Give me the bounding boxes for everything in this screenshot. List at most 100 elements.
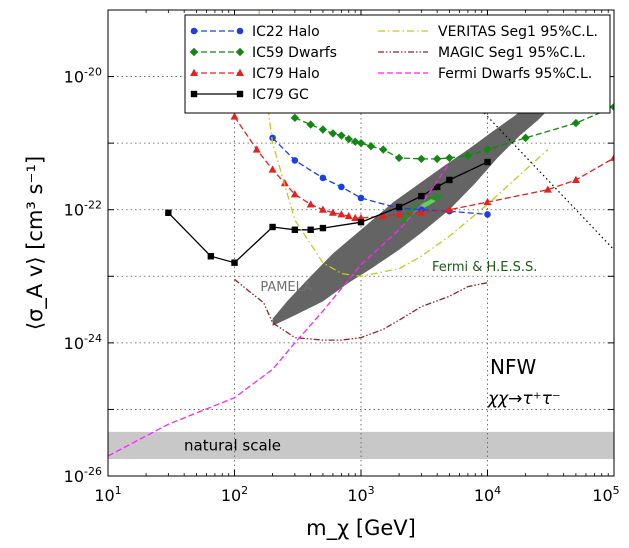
data-point bbox=[344, 134, 353, 144]
data-point bbox=[395, 210, 404, 218]
data-point bbox=[610, 153, 614, 161]
data-point bbox=[356, 138, 366, 148]
legend-label: IC59 Dwarfs bbox=[252, 45, 337, 61]
x-tick-label: 103 bbox=[347, 484, 374, 505]
region-label-fermi-hess: Fermi & H.E.S.S. bbox=[432, 260, 537, 275]
data-point bbox=[357, 194, 365, 202]
data-point bbox=[521, 133, 530, 143]
data-point bbox=[328, 208, 337, 216]
data-point bbox=[230, 112, 239, 120]
data-point bbox=[235, 47, 245, 57]
x-tick-label: 104 bbox=[474, 484, 501, 505]
data-point bbox=[357, 218, 365, 226]
data-point bbox=[269, 134, 276, 142]
data-point bbox=[318, 125, 328, 134]
legend: IC22 Halo IC59 Dwarfs IC79 Halo IC79 GC VERI… bbox=[184, 14, 611, 114]
series-line bbox=[108, 162, 450, 457]
data-point bbox=[319, 174, 327, 182]
data-point bbox=[379, 145, 388, 154]
y-tick-label: 10-24 bbox=[64, 332, 102, 353]
y-axis-label: ⟨σ_A v⟩ [cm³ s⁻¹] bbox=[23, 156, 48, 330]
series-fermi-dwarfs-95-c-l- bbox=[108, 162, 450, 457]
data-point bbox=[571, 118, 581, 128]
data-point bbox=[433, 183, 441, 191]
data-point bbox=[306, 200, 315, 208]
data-point bbox=[418, 192, 425, 200]
annotation-nfw: NFW bbox=[490, 355, 536, 379]
annotations-layer: Fermi & H.E.S.S. PAMELA NFW χχ→τ⁺τ⁻ bbox=[260, 260, 560, 409]
data-point bbox=[290, 190, 299, 198]
data-point bbox=[463, 151, 473, 160]
data-point bbox=[291, 226, 299, 233]
natural-scale-band bbox=[108, 431, 614, 460]
data-point bbox=[366, 141, 376, 151]
data-point bbox=[207, 253, 215, 260]
data-point bbox=[231, 259, 238, 266]
series-ic79-halo bbox=[230, 112, 614, 222]
data-point bbox=[484, 211, 491, 218]
data-point bbox=[543, 185, 552, 193]
series-layer bbox=[108, 10, 614, 457]
data-point bbox=[190, 90, 198, 98]
annotation-channel: χχ→τ⁺τ⁻ bbox=[487, 389, 561, 409]
data-point bbox=[319, 224, 327, 232]
x-axis-label: m_χ [GeV] bbox=[306, 516, 416, 541]
data-point bbox=[394, 153, 404, 163]
y-tick-label: 10-22 bbox=[64, 199, 102, 220]
band-label: natural scale bbox=[184, 436, 281, 454]
series-line bbox=[258, 10, 549, 277]
data-point bbox=[609, 102, 614, 112]
data-point bbox=[290, 113, 300, 123]
data-point bbox=[280, 179, 289, 187]
legend-label: IC79 GC bbox=[252, 87, 309, 103]
series-ic79-gc bbox=[165, 158, 491, 266]
data-point bbox=[189, 47, 199, 57]
y-tick-label: 10-26 bbox=[64, 465, 102, 486]
data-point bbox=[252, 145, 261, 153]
legend-label: MAGIC Seg1 95%C.L. bbox=[438, 45, 586, 61]
x-tick-label: 102 bbox=[221, 484, 248, 505]
data-point bbox=[236, 27, 244, 35]
data-point bbox=[338, 183, 345, 191]
data-point bbox=[337, 131, 346, 140]
data-point bbox=[190, 68, 198, 76]
data-point bbox=[165, 209, 172, 216]
data-point bbox=[344, 211, 353, 220]
data-point bbox=[269, 223, 276, 231]
data-point bbox=[328, 129, 338, 138]
legend-label: IC79 Halo bbox=[252, 66, 320, 82]
data-point bbox=[446, 176, 453, 184]
data-point bbox=[318, 205, 327, 213]
data-point bbox=[417, 208, 426, 216]
series-line bbox=[234, 278, 488, 341]
data-point bbox=[291, 157, 299, 164]
data-point bbox=[190, 27, 198, 35]
ticks-layer: 101 102 103 104 105 10-26 10-24 10-22 10-20 bbox=[64, 9, 620, 505]
x-tick-label: 105 bbox=[592, 484, 619, 505]
data-point bbox=[307, 226, 314, 233]
data-point bbox=[484, 158, 491, 166]
data-point bbox=[236, 90, 244, 98]
unitarity-line bbox=[458, 86, 614, 251]
data-point bbox=[337, 210, 346, 218]
data-point bbox=[236, 68, 244, 76]
series-veritas-seg1-95-c-l- bbox=[258, 10, 549, 277]
series-ic59-dwarfs bbox=[290, 102, 614, 164]
data-point bbox=[445, 153, 454, 163]
data-point bbox=[432, 154, 442, 164]
annotation-pamela: PAMELA bbox=[260, 280, 312, 295]
data-point bbox=[351, 213, 360, 222]
legend-label: Fermi Dwarfs 95%C.L. bbox=[438, 66, 592, 82]
bands-layer: natural scale bbox=[108, 431, 614, 460]
data-point bbox=[571, 175, 580, 183]
data-point bbox=[483, 145, 492, 154]
data-point bbox=[417, 154, 426, 164]
data-point bbox=[395, 203, 403, 211]
series-magic-seg1-95-c-l- bbox=[234, 278, 488, 341]
data-point bbox=[306, 120, 315, 129]
y-tick-label: 10-20 bbox=[64, 66, 102, 87]
x-tick-label: 101 bbox=[94, 484, 121, 505]
data-point bbox=[268, 165, 277, 173]
data-point bbox=[445, 205, 454, 213]
